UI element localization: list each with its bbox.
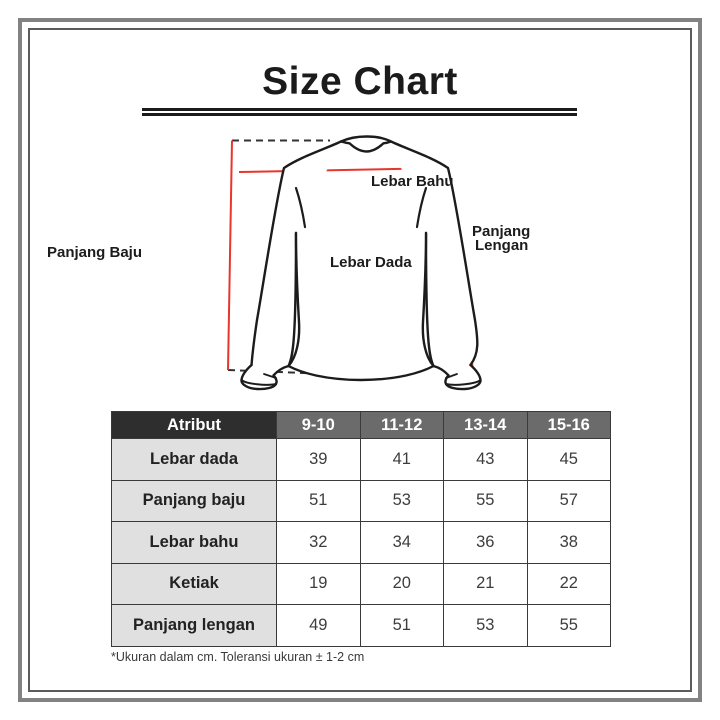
svg-text:Lebar Dada: Lebar Dada	[330, 254, 412, 271]
svg-text:Lebar Bahu: Lebar Bahu	[371, 173, 454, 190]
svg-text:Panjang Baju: Panjang Baju	[47, 244, 142, 261]
svg-text:Lengan: Lengan	[475, 237, 528, 254]
